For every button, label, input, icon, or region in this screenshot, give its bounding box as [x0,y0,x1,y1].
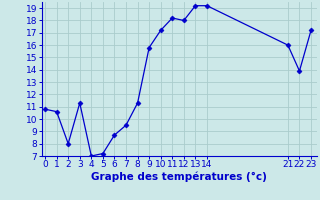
X-axis label: Graphe des températures (°c): Graphe des températures (°c) [91,172,267,182]
